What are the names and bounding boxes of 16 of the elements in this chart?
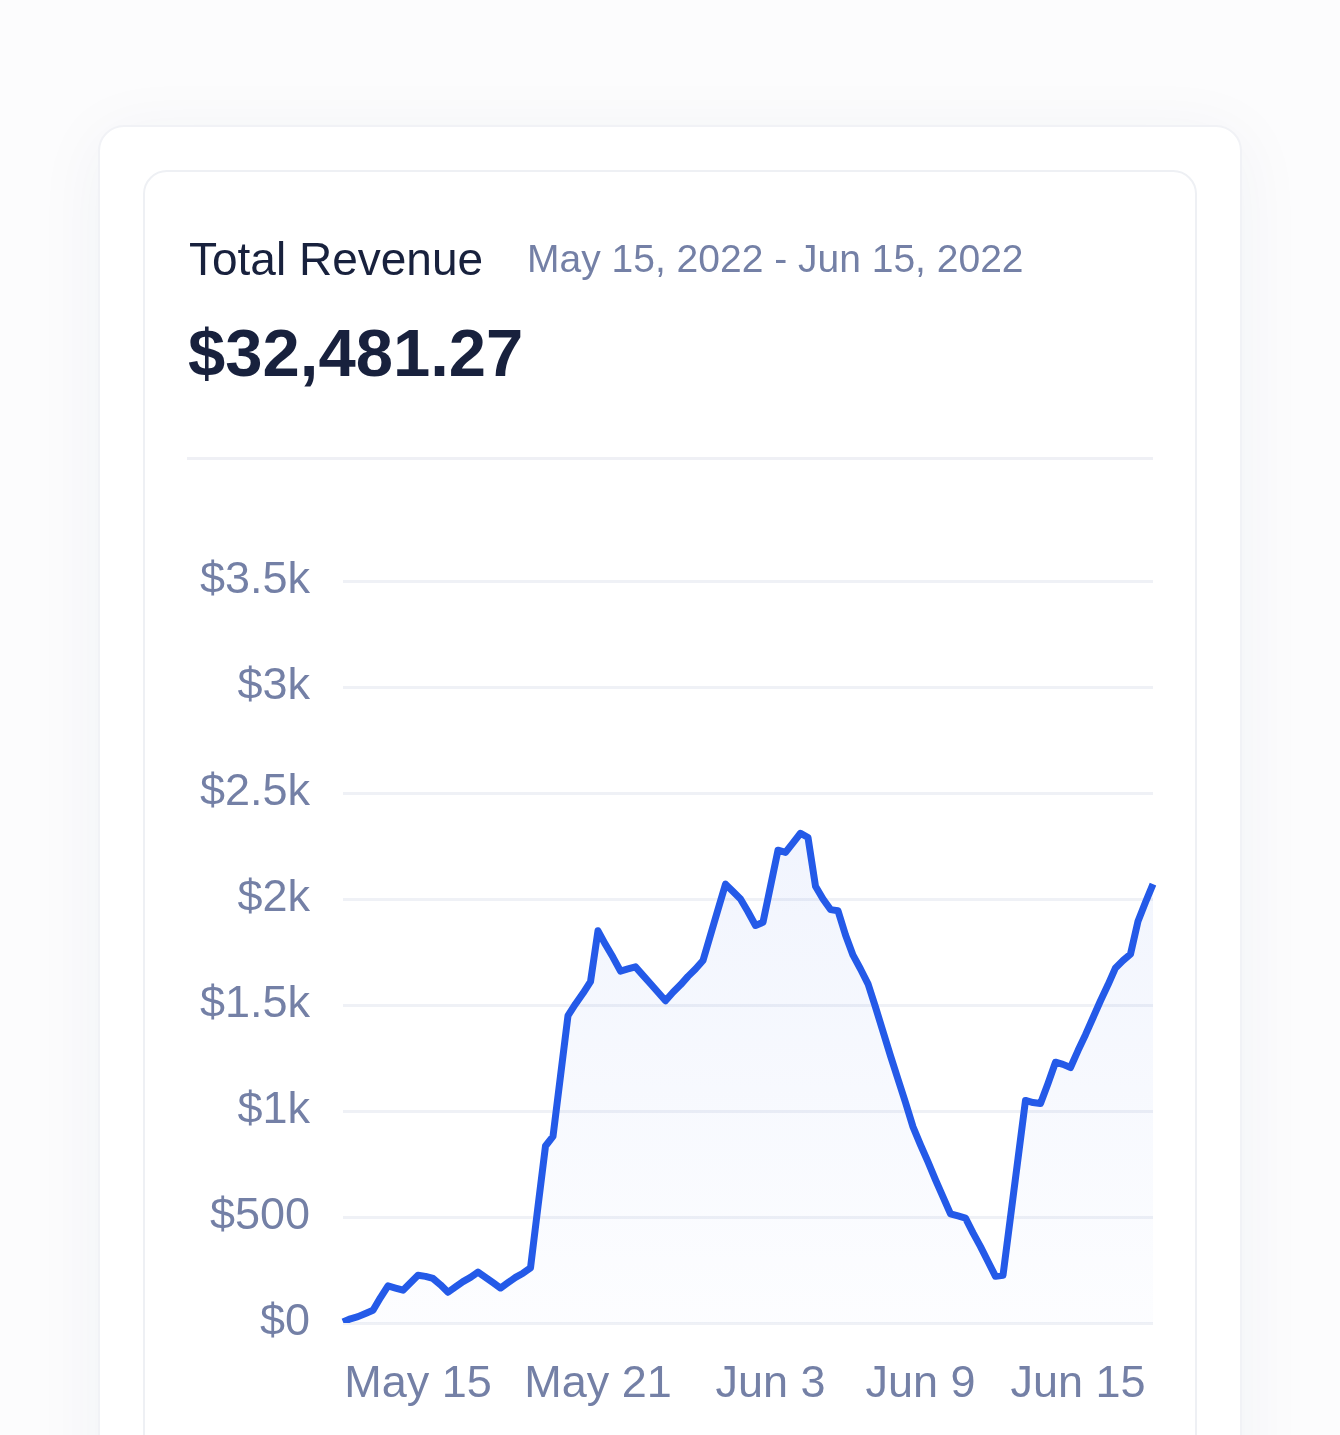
x-tick-label: Jun 3 [715, 1356, 826, 1408]
y-tick-label: $1k [237, 1082, 311, 1134]
y-tick-label: $3k [237, 658, 311, 710]
chart-subtitle: May 15, 2022 - Jun 15, 2022 [527, 237, 1024, 280]
y-tick-label: $2k [237, 870, 311, 922]
chart-title: Total Revenue [189, 233, 484, 285]
x-tick-label: May 15 [344, 1356, 492, 1408]
y-tick-label: $3.5k [199, 552, 311, 604]
y-tick-label: $500 [209, 1188, 310, 1240]
x-tick-label: Jun 9 [865, 1356, 976, 1408]
y-tick-label: $0 [259, 1294, 310, 1346]
x-tick-label: May 21 [524, 1356, 672, 1408]
y-tick-label: $1.5k [199, 976, 311, 1028]
text: $32,481.27 [188, 315, 524, 390]
x-tick-label: Jun 15 [1010, 1356, 1146, 1408]
y-tick-label: $2.5k [199, 764, 311, 816]
